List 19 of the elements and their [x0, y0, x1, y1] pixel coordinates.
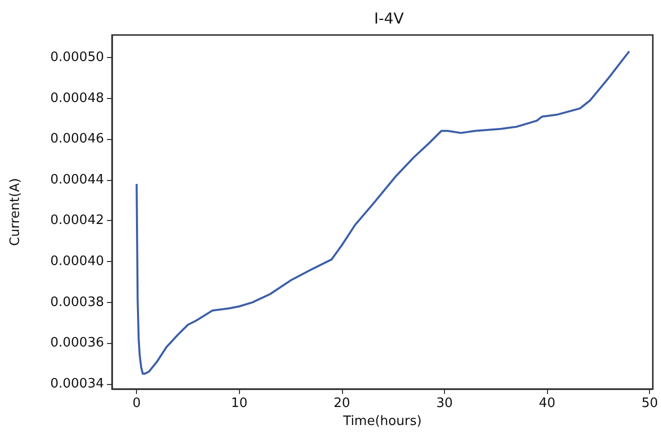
y-tick-label: 0.00042	[50, 213, 104, 228]
line-series	[136, 50, 630, 375]
y-tick-label: 0.00038	[50, 294, 104, 310]
chart-title: I-4V	[374, 10, 405, 28]
x-tick-label: 30	[436, 396, 453, 411]
y-tick-label: 0.00048	[50, 90, 104, 106]
y-tick-label: 0.00036	[50, 336, 104, 351]
x-tick-label: 40	[538, 396, 556, 411]
x-tick-label: 20	[334, 396, 350, 411]
y-tick-label: 0.00040	[50, 254, 104, 269]
x-tick-label: 50	[641, 396, 658, 411]
x-tick-label: 0	[132, 396, 141, 411]
y-tick-label: 0.00050	[50, 50, 104, 65]
y-tick-label: 0.00034	[50, 376, 104, 392]
y-axis-title: Current(A)	[8, 178, 23, 246]
y-tick-label: 0.00044	[50, 172, 104, 188]
x-axis-title: Time(hours)	[342, 414, 422, 429]
x-tick-label: 10	[230, 396, 248, 411]
y-tick-label: 0.00046	[50, 132, 104, 147]
